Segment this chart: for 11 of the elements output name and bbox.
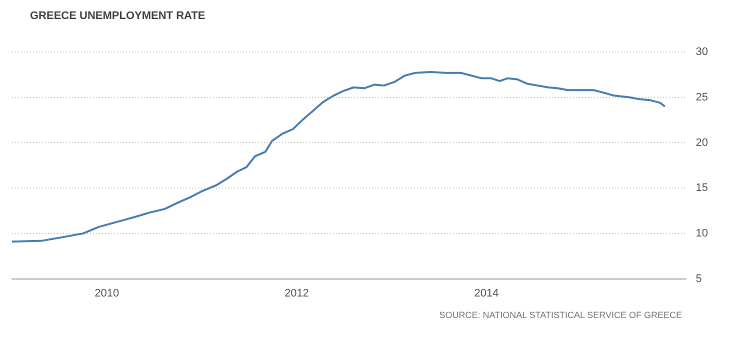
y-tick-label: 15 <box>696 182 708 194</box>
y-tick-label: 25 <box>696 91 708 104</box>
source-note: SOURCE: NATIONAL STATISTICAL SERVICE OF GREECE <box>438 310 683 320</box>
x-tick-label: 2012 <box>284 287 309 300</box>
x-tick-label: 2014 <box>474 287 499 300</box>
y-tick-label: 20 <box>696 136 708 149</box>
x-tick-label: 2010 <box>94 287 120 300</box>
y-tick-label: 30 <box>696 46 708 58</box>
chart-title: GREECE UNEMPLOYMENT RATE <box>29 9 206 24</box>
y-tick-label: 5 <box>696 272 702 285</box>
y-tick-label: 10 <box>696 227 708 240</box>
